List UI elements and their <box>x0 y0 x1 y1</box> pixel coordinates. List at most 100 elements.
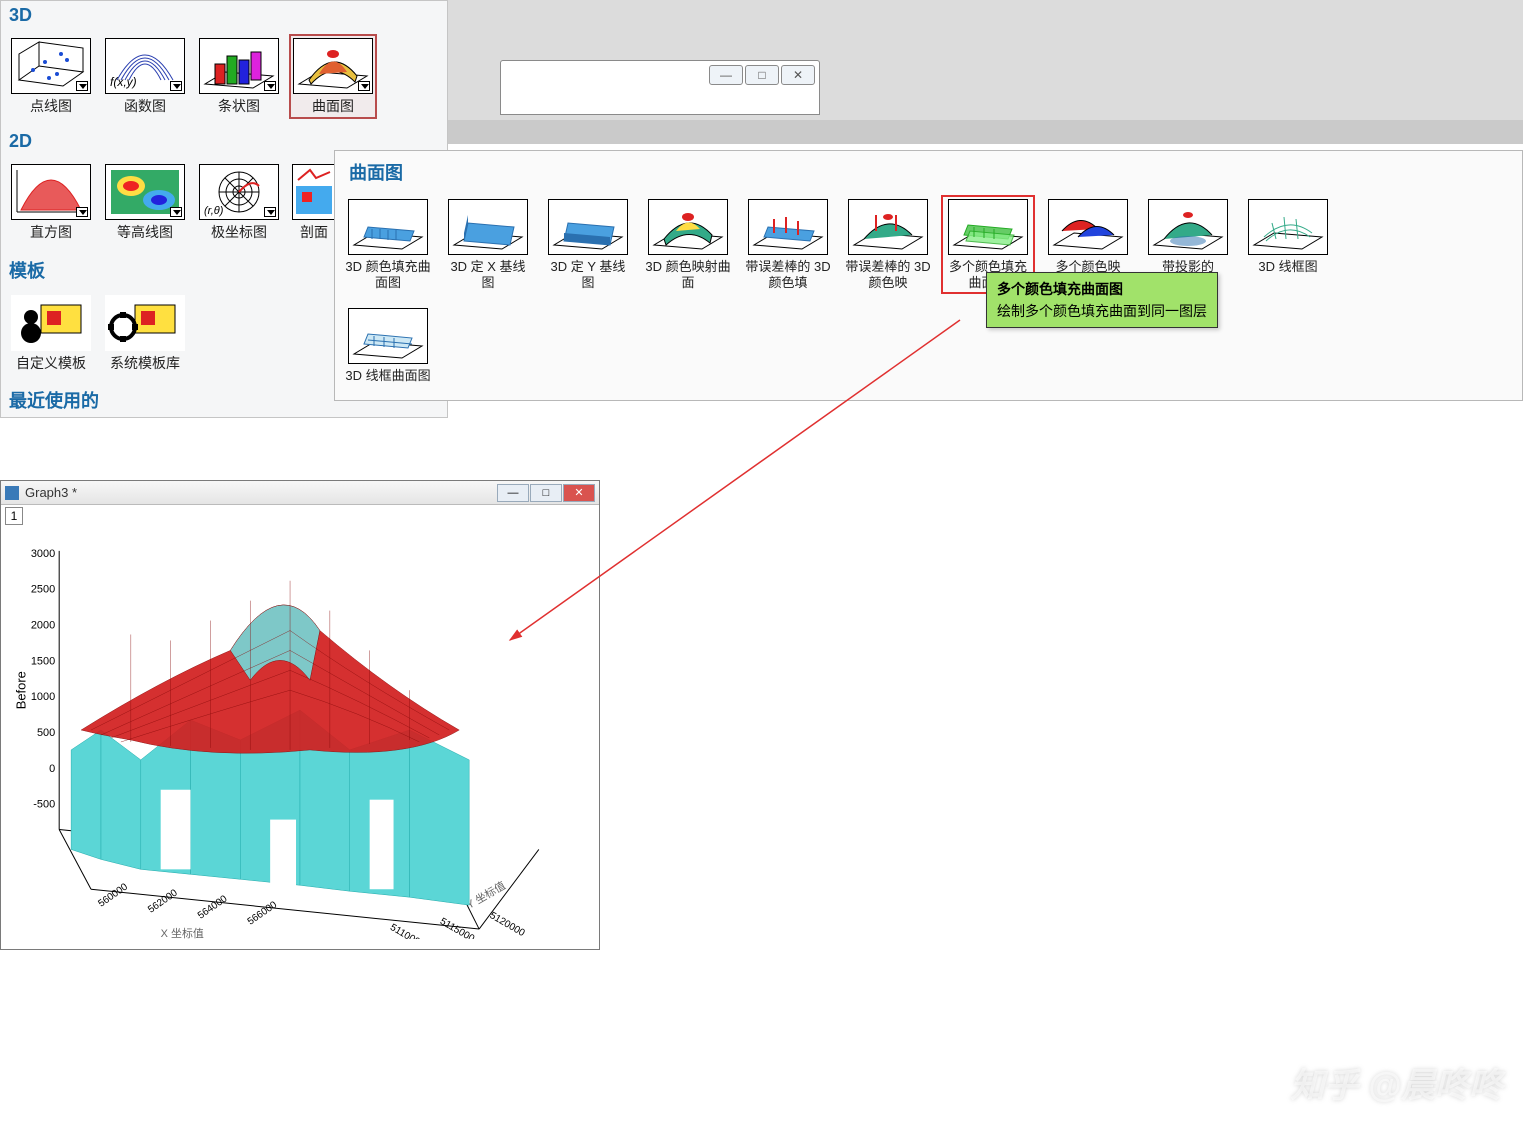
label: 带误差棒的 3D 颜色映 <box>845 259 931 290</box>
z-axis-label: Before <box>13 671 28 709</box>
dropdown-icon <box>76 81 88 91</box>
x-ticks: 560000 562000 564000 566000 <box>96 881 279 927</box>
svg-text:2000: 2000 <box>31 620 55 632</box>
fly-x-baseline[interactable]: 3D 定 X 基线图 <box>441 195 535 294</box>
btn-polar[interactable]: (r,θ) 极坐标图 <box>195 160 283 245</box>
section-3d: 3D <box>1 1 447 30</box>
label: 3D 颜色填充曲面图 <box>345 259 431 290</box>
label: 等高线图 <box>117 224 173 241</box>
fly-colormap-surface[interactable]: 3D 颜色映射曲面 <box>641 195 735 294</box>
label: 剖面 <box>300 224 328 241</box>
surface-flyout: 曲面图 3D 颜色填充曲面图 3D 定 X 基线图 3D 定 Y 基线图 3D … <box>334 150 1523 401</box>
btn-profile[interactable]: 剖面 <box>289 160 339 245</box>
dropdown-icon <box>264 81 276 91</box>
label: 3D 颜色映射曲面 <box>645 259 731 290</box>
surface-plot: 3000 2500 2000 1500 1000 500 0 -500 Befo… <box>11 531 589 939</box>
label: 3D 定 X 基线图 <box>445 259 531 290</box>
label: 3D 定 Y 基线图 <box>545 259 631 290</box>
surf-icon <box>448 199 528 255</box>
svg-text:1000: 1000 <box>31 691 55 703</box>
svg-text:500: 500 <box>37 727 55 739</box>
dropdown-icon <box>170 81 182 91</box>
plot-area[interactable]: 3000 2500 2000 1500 1000 500 0 -500 Befo… <box>11 531 589 939</box>
svg-text:0: 0 <box>49 763 55 775</box>
x-axis-label: X 坐标值 <box>161 926 204 939</box>
btn-3d-surface[interactable]: 曲面图 <box>289 34 377 119</box>
watermark: 知乎 @晨咚咚 <box>1290 1058 1503 1107</box>
graph-window: Graph3 * — □ ✕ 1 3000 2500 2000 1500 <box>0 480 600 950</box>
graph-max-button[interactable]: □ <box>530 484 562 502</box>
dropdown-icon <box>76 207 88 217</box>
graph-window-icon <box>5 486 19 500</box>
graph-close-button[interactable]: ✕ <box>563 484 595 502</box>
btn-3d-scatter[interactable]: 点线图 <box>7 34 95 119</box>
bgwin-max-button[interactable]: □ <box>745 65 779 85</box>
fxy-label: f(x,y) <box>110 75 137 89</box>
graph-title: Graph3 * <box>25 485 497 500</box>
graph-min-button[interactable]: — <box>497 484 529 502</box>
surf-icon <box>348 308 428 364</box>
dropdown-icon <box>170 207 182 217</box>
surf-icon <box>648 199 728 255</box>
tooltip: 多个颜色填充曲面图 绘制多个颜色填充曲面到同一图层 <box>986 272 1218 328</box>
svg-text:3000: 3000 <box>31 548 55 560</box>
label: 自定义模板 <box>16 355 86 372</box>
graph-titlebar[interactable]: Graph3 * — □ ✕ <box>1 481 599 505</box>
svg-text:564000: 564000 <box>196 893 230 921</box>
surf-icon <box>848 199 928 255</box>
fly-colorfill-surface[interactable]: 3D 颜色填充曲面图 <box>341 195 435 294</box>
flyout-row2: 3D 线框曲面图 <box>335 304 1522 400</box>
surf-icon <box>1148 199 1228 255</box>
svg-text:-500: -500 <box>33 799 55 811</box>
polar-icon: (r,θ) <box>199 164 279 220</box>
y-ticks: 5120000 5115000 5110000 <box>388 910 527 939</box>
svg-text:560000: 560000 <box>96 881 130 909</box>
z-ticks: 3000 2500 2000 1500 1000 500 0 -500 <box>31 548 55 811</box>
fly-wireframe-surface[interactable]: 3D 线框曲面图 <box>341 304 435 388</box>
fly-wireframe[interactable]: 3D 线框图 <box>1241 195 1335 294</box>
label: 点线图 <box>30 98 72 115</box>
dropdown-icon <box>264 207 276 217</box>
y-axis-label: Y 坐标值 <box>464 878 508 912</box>
surf-icon <box>948 199 1028 255</box>
surf-icon <box>548 199 628 255</box>
scatter-3d-icon <box>11 38 91 94</box>
rtheta-label: (r,θ) <box>204 205 223 217</box>
svg-text:5120000: 5120000 <box>488 910 527 939</box>
svg-text:5110000: 5110000 <box>388 922 427 939</box>
label: 条状图 <box>218 98 260 115</box>
flyout-row1: 3D 颜色填充曲面图 3D 定 X 基线图 3D 定 Y 基线图 3D 颜色映射… <box>335 185 1522 304</box>
custom-template-icon <box>11 295 91 351</box>
surf-icon <box>348 199 428 255</box>
function-3d-icon: f(x,y) <box>105 38 185 94</box>
svg-text:1500: 1500 <box>31 655 55 667</box>
tooltip-desc: 绘制多个颜色填充曲面到同一图层 <box>997 301 1207 321</box>
fly-errorbar-colormap[interactable]: 带误差棒的 3D 颜色映 <box>841 195 935 294</box>
btn-contour[interactable]: 等高线图 <box>101 160 189 245</box>
profile-icon <box>292 164 336 220</box>
contour-icon <box>105 164 185 220</box>
bgwin-close-button[interactable]: ✕ <box>781 65 815 85</box>
label: 带误差棒的 3D 颜色填 <box>745 259 831 290</box>
svg-text:5115000: 5115000 <box>438 916 477 939</box>
system-template-icon <box>105 295 185 351</box>
label: 曲面图 <box>312 98 354 115</box>
bgwin-min-button[interactable]: — <box>709 65 743 85</box>
row-3d: 点线图 f(x,y) 函数图 条状图 曲面图 <box>1 30 447 127</box>
fly-errorbar-colorfill[interactable]: 带误差棒的 3D 颜色填 <box>741 195 835 294</box>
layer-tab[interactable]: 1 <box>5 507 23 525</box>
tooltip-title: 多个颜色填充曲面图 <box>997 279 1207 299</box>
surf-icon <box>1248 199 1328 255</box>
label: 函数图 <box>124 98 166 115</box>
label: 系统模板库 <box>110 355 180 372</box>
btn-histogram[interactable]: 直方图 <box>7 160 95 245</box>
btn-system-template[interactable]: 系统模板库 <box>101 291 189 376</box>
fly-y-baseline[interactable]: 3D 定 Y 基线图 <box>541 195 635 294</box>
bar-3d-icon <box>199 38 279 94</box>
svg-text:566000: 566000 <box>246 899 280 927</box>
btn-custom-template[interactable]: 自定义模板 <box>7 291 95 376</box>
btn-3d-function[interactable]: f(x,y) 函数图 <box>101 34 189 119</box>
btn-3d-bar[interactable]: 条状图 <box>195 34 283 119</box>
surface-3d-icon <box>293 38 373 94</box>
svg-text:562000: 562000 <box>146 887 180 915</box>
